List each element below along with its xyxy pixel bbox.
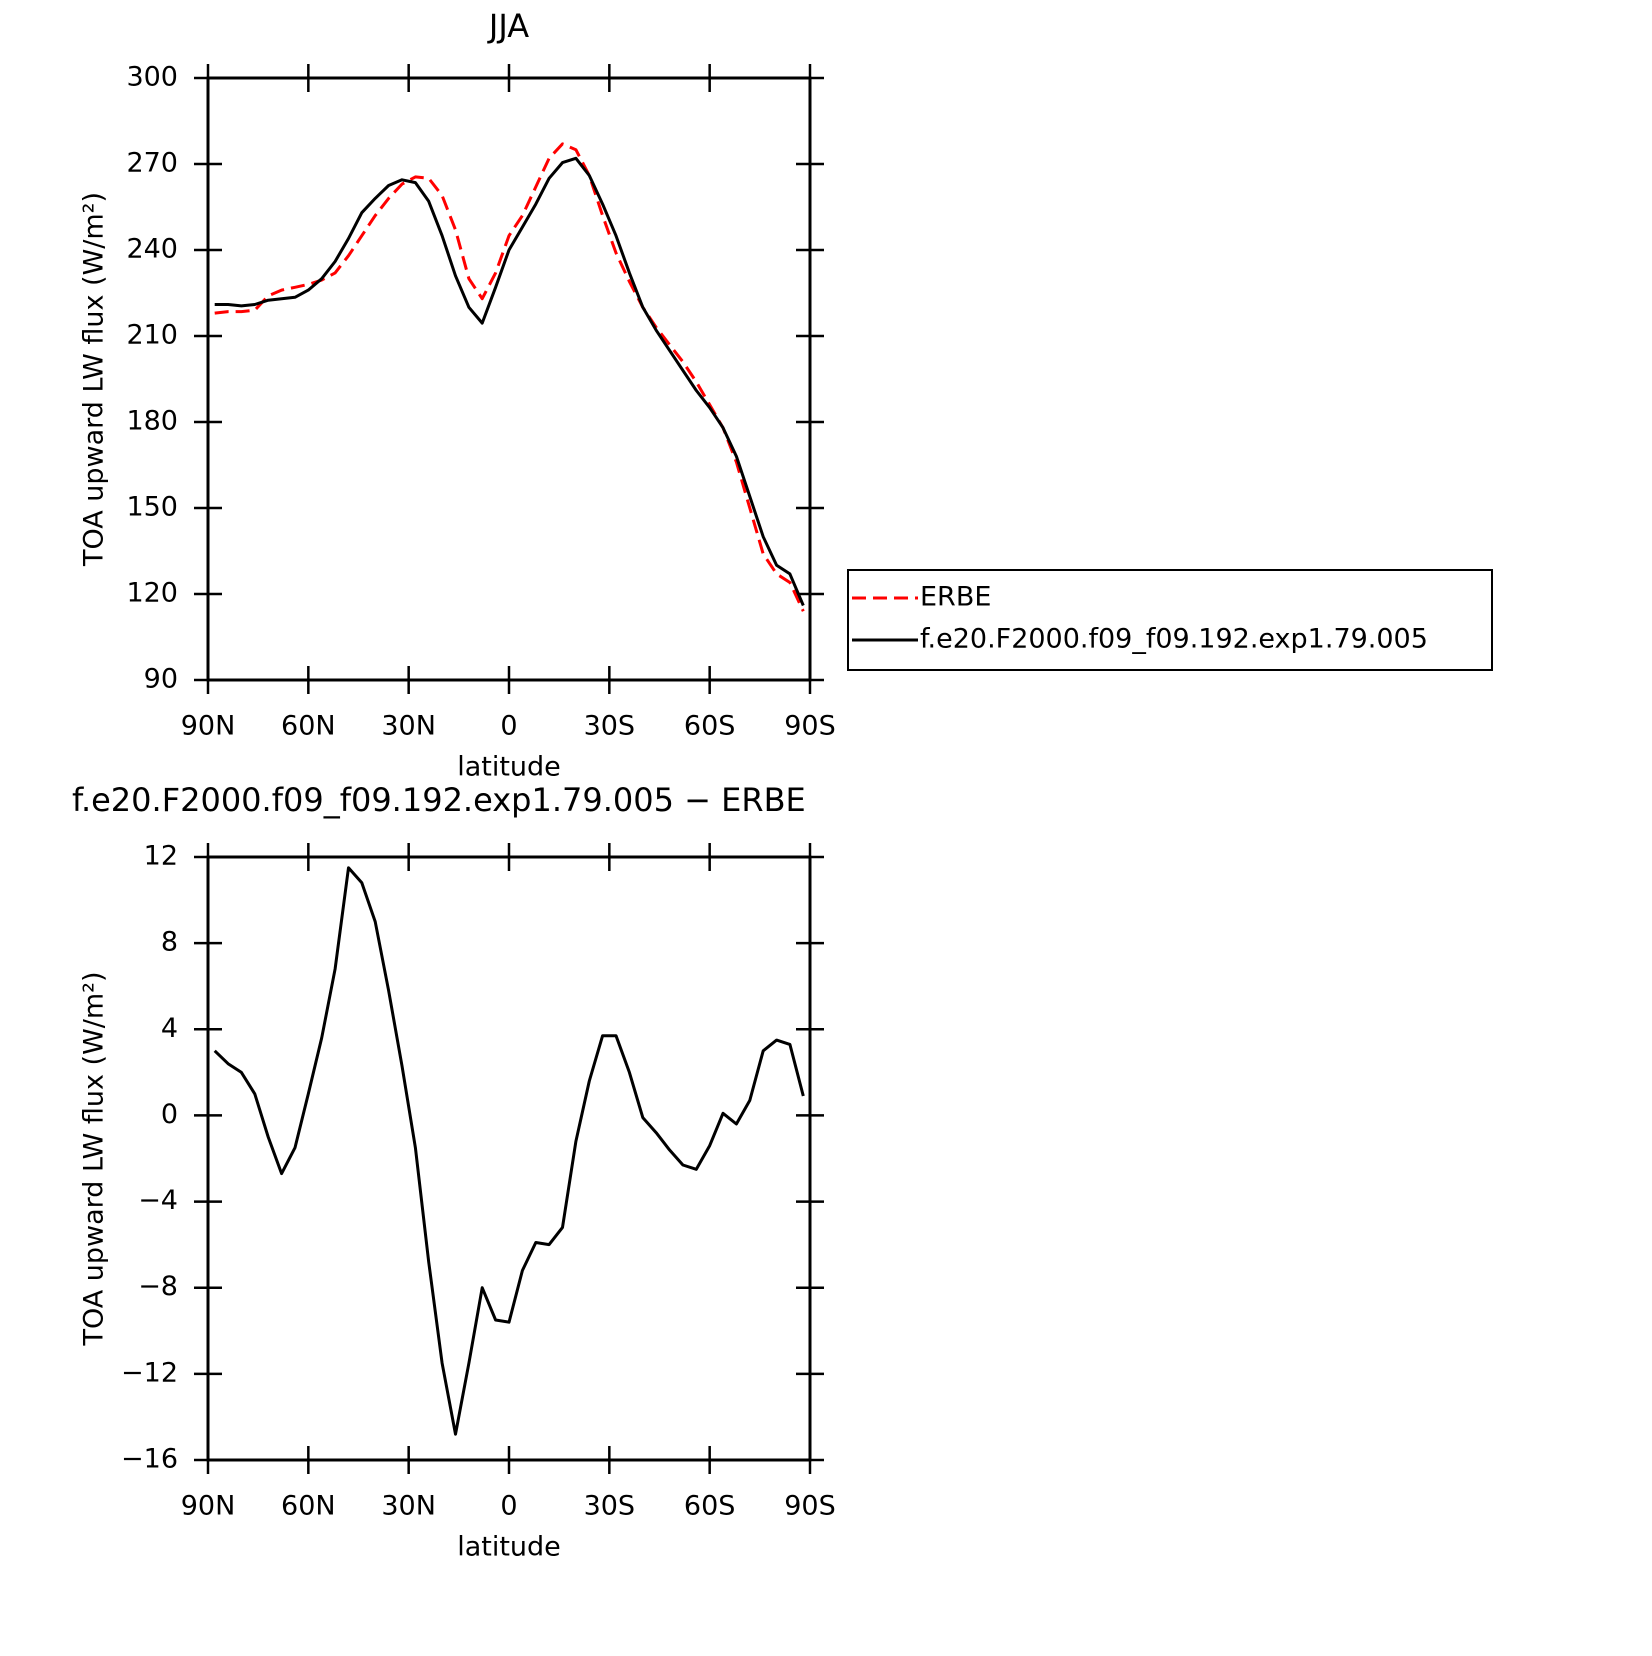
y-tick-label: −4 — [138, 1185, 178, 1216]
y-tick-label: 270 — [126, 148, 178, 179]
series-line — [214, 142, 805, 612]
y-tick-label: 12 — [144, 841, 178, 872]
y-tick-label: 4 — [161, 1013, 178, 1044]
y-axis-label: TOA upward LW flux (W/m²) — [79, 192, 110, 567]
x-tick-label: 90S — [784, 711, 836, 742]
x-tick-label: 90N — [181, 1491, 236, 1522]
chart-title: JJA — [487, 7, 529, 45]
y-axis-label: TOA upward LW flux (W/m²) — [79, 971, 110, 1346]
x-tick-label: 0 — [500, 1491, 517, 1522]
x-tick-label: 60N — [281, 711, 336, 742]
y-tick-label: 150 — [126, 492, 178, 523]
y-tick-label: −8 — [138, 1271, 178, 1302]
series-line — [213, 866, 805, 1436]
x-tick-label: 90N — [181, 711, 236, 742]
x-tick-label: 30S — [584, 1491, 636, 1522]
y-tick-label: 240 — [126, 234, 178, 265]
x-tick-label: 90S — [784, 1491, 836, 1522]
x-tick-label: 60N — [281, 1491, 336, 1522]
y-tick-label: −16 — [121, 1444, 178, 1475]
chart-title: f.e20.F2000.f09_f09.192.exp1.79.005 − ER… — [72, 781, 806, 819]
legend-label: f.e20.F2000.f09_f09.192.exp1.79.005 — [920, 624, 1428, 655]
y-tick-label: 0 — [161, 1099, 178, 1130]
plot-frame — [206, 76, 812, 682]
y-tick-label: 8 — [161, 927, 178, 958]
x-tick-label: 60S — [684, 1491, 736, 1522]
x-axis-label: latitude — [457, 752, 561, 783]
y-tick-label: 180 — [126, 406, 178, 437]
x-tick-label: 0 — [500, 711, 517, 742]
x-tick-label: 60S — [684, 711, 736, 742]
y-tick-label: 210 — [126, 320, 178, 351]
series-line — [214, 156, 805, 607]
y-tick-label: 90 — [144, 664, 178, 695]
legend-box — [847, 569, 1493, 671]
y-tick-label: 120 — [126, 578, 178, 609]
x-tick-label: 30S — [584, 711, 636, 742]
x-tick-label: 30N — [381, 711, 436, 742]
y-tick-label: 300 — [126, 62, 178, 93]
legend-label: ERBE — [920, 582, 991, 613]
x-axis-label: latitude — [457, 1532, 561, 1563]
y-tick-label: −12 — [121, 1357, 178, 1388]
x-tick-label: 30N — [381, 1491, 436, 1522]
plot-frame — [206, 855, 812, 1462]
